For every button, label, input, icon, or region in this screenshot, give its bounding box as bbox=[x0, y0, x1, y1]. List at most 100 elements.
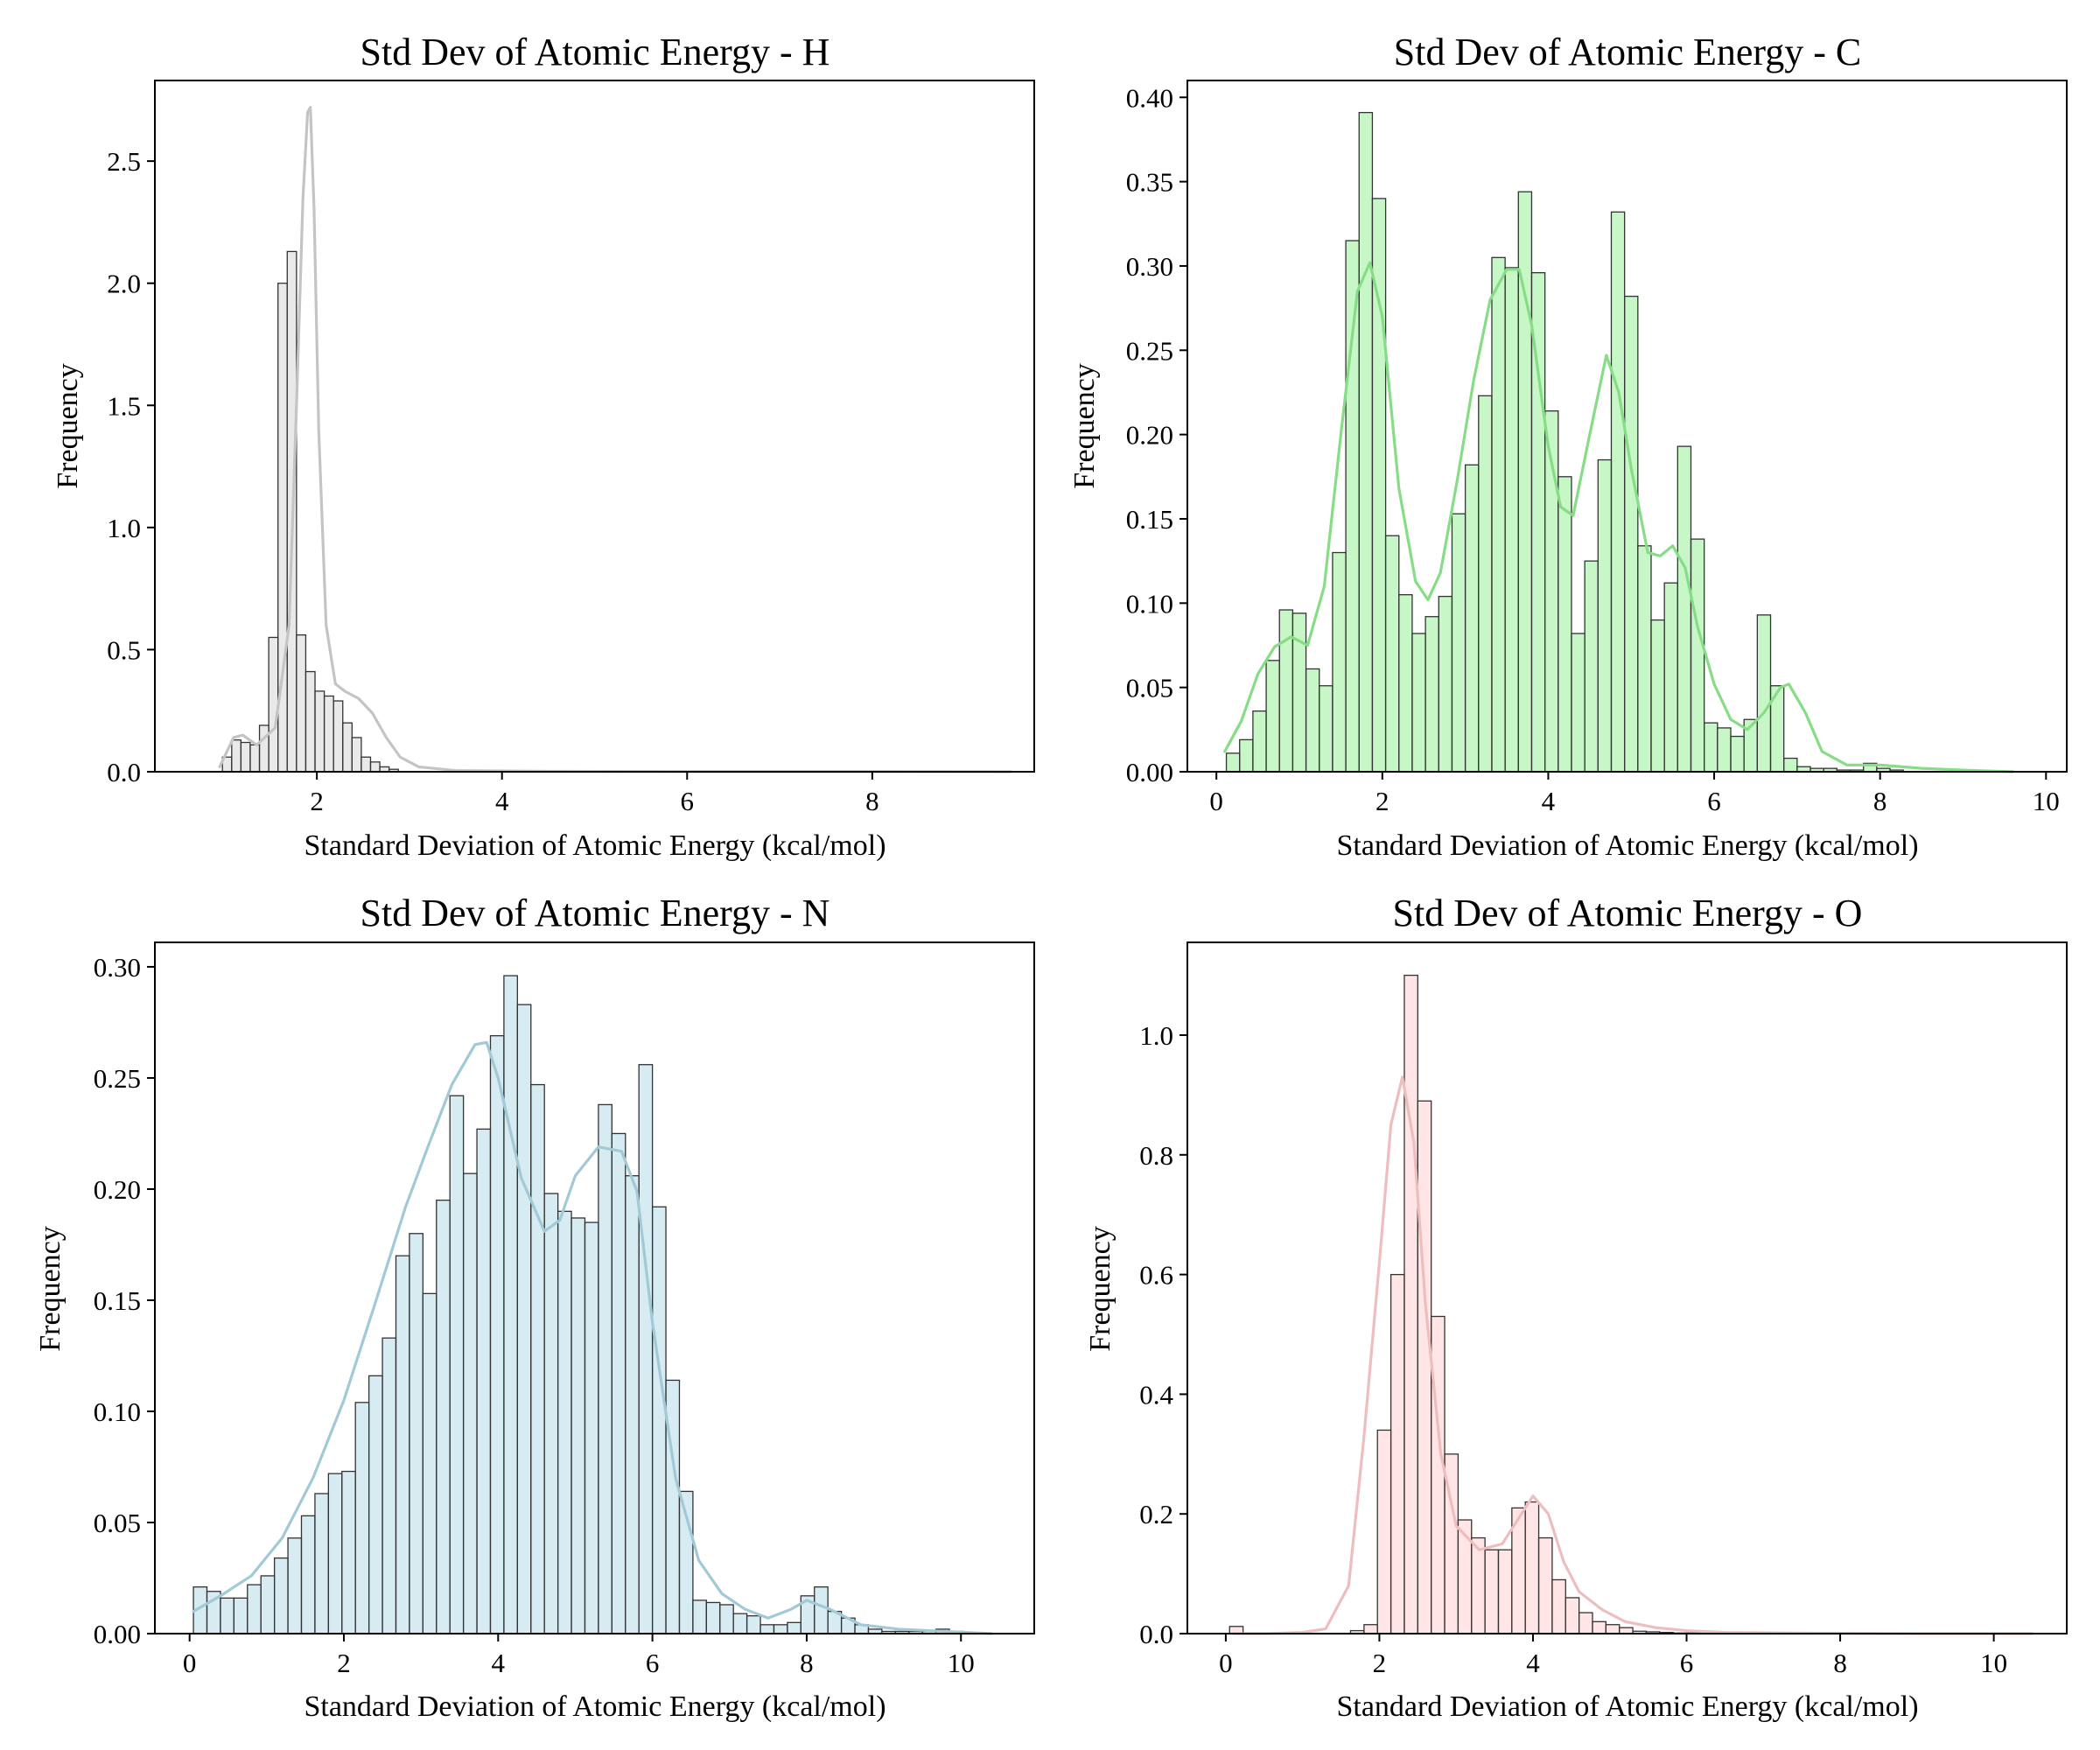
histogram-bar bbox=[1265, 660, 1280, 773]
histogram-bar bbox=[625, 1175, 640, 1634]
y-tick-label: 0.30 bbox=[94, 952, 141, 983]
x-ticks: 2 4 6 8 bbox=[310, 772, 879, 816]
histogram-bar bbox=[584, 1222, 599, 1634]
histogram-bar bbox=[354, 1402, 370, 1634]
histogram-bar bbox=[1390, 1273, 1405, 1634]
histogram-bar bbox=[1457, 1519, 1473, 1634]
histogram-bar bbox=[1431, 1315, 1446, 1634]
histogram-bar bbox=[1239, 738, 1254, 773]
histogram-bar bbox=[1504, 267, 1519, 773]
histogram-bar bbox=[543, 1193, 559, 1634]
histogram-bar bbox=[233, 1597, 248, 1634]
x-tick-label: 6 bbox=[1680, 1648, 1694, 1678]
y-axis-label: Frequency bbox=[1084, 1226, 1116, 1352]
histogram-bar bbox=[296, 634, 307, 773]
histogram-bar bbox=[247, 1584, 262, 1634]
histogram-bar bbox=[360, 756, 372, 773]
y-tick-label: 0.25 bbox=[1126, 335, 1173, 366]
x-tick-label: 8 bbox=[1833, 1648, 1847, 1678]
histogram-bar bbox=[1592, 1620, 1607, 1634]
histogram-bar bbox=[1717, 727, 1732, 773]
histogram-bar bbox=[382, 1337, 397, 1634]
subplot-title: Std Dev of Atomic Energy - N bbox=[360, 892, 830, 934]
y-tick-label: 0.35 bbox=[1126, 167, 1173, 198]
x-axis-label: Standard Deviation of Atomic Energy (kca… bbox=[1336, 830, 1918, 862]
x-tick-label: 4 bbox=[1542, 786, 1556, 816]
kde-line bbox=[192, 1040, 994, 1635]
histogram-bar bbox=[1451, 513, 1466, 773]
histogram-bar bbox=[1650, 619, 1665, 773]
y-ticks: 0.0 0.2 0.4 0.6 0.8 1.0 bbox=[1139, 1020, 1187, 1649]
histogram-bar bbox=[1278, 609, 1294, 773]
histogram-bar bbox=[570, 1217, 586, 1634]
histogram-bar bbox=[240, 741, 251, 773]
histogram-bar bbox=[1363, 1624, 1378, 1634]
histogram-bar bbox=[1376, 1429, 1392, 1634]
y-tick-label: 0.10 bbox=[1126, 588, 1173, 619]
histogram-bar bbox=[1411, 633, 1426, 773]
y-tick-label: 0.10 bbox=[94, 1396, 141, 1427]
x-ticks: 0 2 4 6 8 10 bbox=[1219, 1634, 2007, 1678]
histogram-bar bbox=[368, 1375, 383, 1634]
histogram-bar bbox=[231, 739, 242, 773]
histogram-bar bbox=[1471, 1536, 1486, 1634]
x-tick-label: 0 bbox=[183, 1648, 197, 1678]
y-axis-label: Frequency bbox=[34, 1226, 66, 1352]
histogram-bar bbox=[304, 670, 316, 773]
subplot-o: Std Dev of Atomic Energy - O Standard De… bbox=[1084, 892, 2068, 1723]
histogram-bar bbox=[260, 1575, 276, 1634]
y-tick-label: 0.8 bbox=[1139, 1140, 1173, 1171]
histogram-bar bbox=[1624, 295, 1639, 773]
y-tick-label: 0.20 bbox=[94, 1174, 141, 1205]
histogram-bar bbox=[1537, 1536, 1553, 1634]
subplot-c: Std Dev of Atomic Energy - C Standard De… bbox=[1068, 31, 2068, 862]
histogram-bar bbox=[422, 1292, 438, 1634]
kde-line-layer bbox=[1223, 261, 2014, 774]
histogram-bar bbox=[1605, 1624, 1620, 1634]
histogram-bar bbox=[773, 1624, 788, 1634]
y-tick-label: 0.30 bbox=[1126, 251, 1173, 282]
y-tick-label: 0.25 bbox=[94, 1063, 141, 1094]
histogram-bars bbox=[1228, 974, 1714, 1634]
histogram-bar bbox=[651, 1206, 667, 1634]
y-tick-label: 0.2 bbox=[1139, 1499, 1173, 1530]
histogram-bar bbox=[268, 636, 279, 773]
subplot-n: Std Dev of Atomic Energy - N Standard De… bbox=[34, 892, 1035, 1723]
histogram-bar bbox=[1332, 551, 1347, 773]
kde-line-layer bbox=[1232, 1075, 2034, 1635]
histogram-bar bbox=[314, 690, 326, 773]
histogram-bar bbox=[516, 1004, 532, 1634]
histogram-bar bbox=[530, 1083, 545, 1634]
histogram-bar bbox=[1663, 582, 1678, 773]
y-tick-label: 2.0 bbox=[107, 269, 141, 299]
x-tick-label: 2 bbox=[1373, 1648, 1387, 1678]
y-tick-label: 0.05 bbox=[1126, 673, 1173, 704]
histogram-bar bbox=[462, 1172, 478, 1634]
histogram-bar bbox=[342, 722, 353, 773]
plot-frame bbox=[154, 942, 1035, 1634]
histogram-bar bbox=[1551, 1578, 1566, 1634]
histogram-bar bbox=[719, 1604, 734, 1634]
histogram-bar bbox=[1619, 1627, 1634, 1634]
subplot-title: Std Dev of Atomic Energy - C bbox=[1394, 31, 1861, 74]
x-tick-label: 6 bbox=[681, 786, 695, 816]
histogram-bar bbox=[300, 1515, 316, 1634]
histogram-bar bbox=[476, 1128, 492, 1634]
x-tick-label: 10 bbox=[948, 1648, 975, 1678]
x-tick-label: 4 bbox=[495, 786, 509, 816]
x-axis-label: Standard Deviation of Atomic Energy (kca… bbox=[304, 830, 886, 862]
y-tick-label: 0.15 bbox=[94, 1285, 141, 1316]
histogram-bar bbox=[1584, 560, 1599, 773]
histogram-bar bbox=[1478, 395, 1493, 773]
x-tick-label: 2 bbox=[310, 786, 324, 816]
y-tick-label: 0.05 bbox=[94, 1508, 141, 1538]
histogram-bar bbox=[1464, 464, 1480, 773]
x-axis-label: Standard Deviation of Atomic Energy (kca… bbox=[1336, 1690, 1918, 1723]
histogram-bar bbox=[449, 1095, 465, 1634]
x-tick-label: 4 bbox=[492, 1648, 506, 1678]
histogram-bar bbox=[1491, 256, 1506, 773]
plot-frame bbox=[154, 80, 1035, 773]
y-tick-label: 1.0 bbox=[1139, 1020, 1173, 1051]
histogram-bars bbox=[192, 975, 964, 1634]
